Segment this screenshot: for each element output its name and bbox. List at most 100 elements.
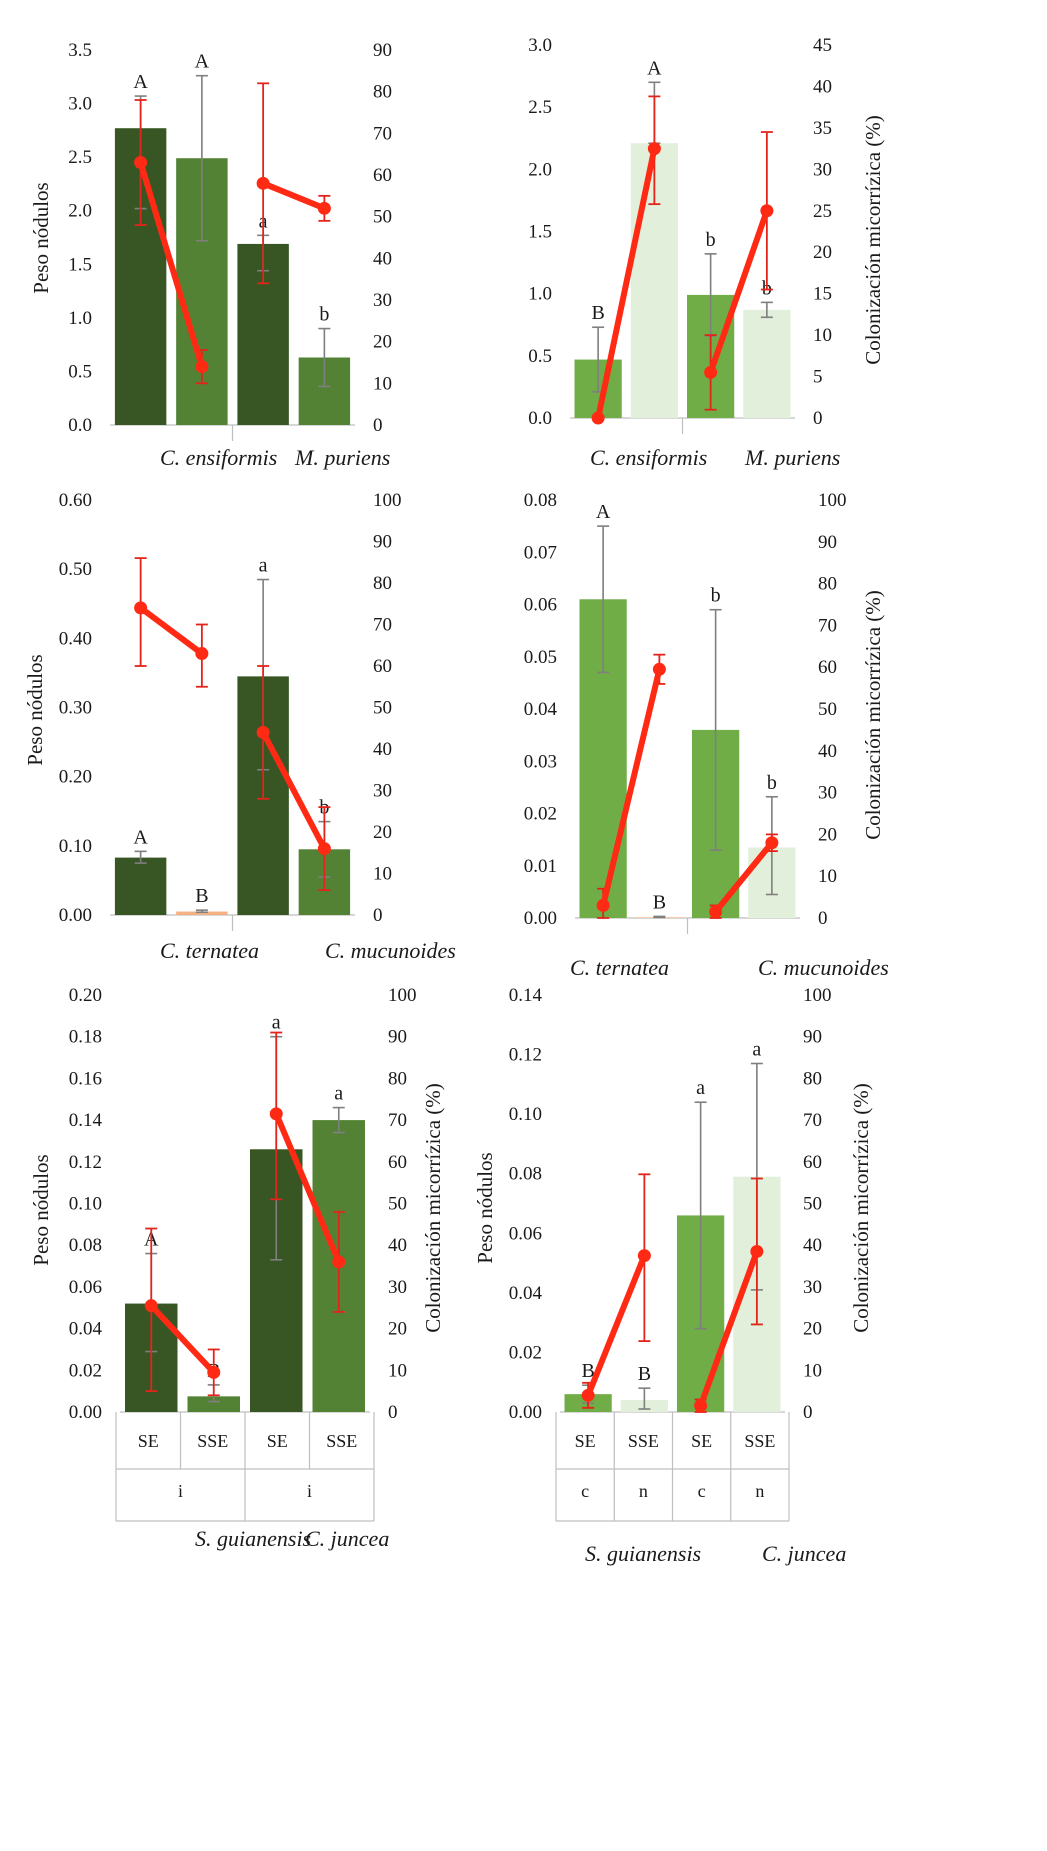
colonization-line xyxy=(697,1248,760,1409)
treatment-label: SE xyxy=(138,1431,159,1451)
y2-tick-label: 100 xyxy=(803,985,832,1006)
y-tick-label: 0.05 xyxy=(524,647,557,668)
y2-tick-label: 0 xyxy=(813,408,823,429)
colonization-point xyxy=(332,1255,346,1269)
colonization-line xyxy=(137,604,205,657)
y-tick-label: 1.0 xyxy=(68,308,92,329)
treatment-label: SSE xyxy=(326,1431,357,1451)
y-tick-label: 0.5 xyxy=(528,346,552,367)
y2-tick-label: 70 xyxy=(373,123,392,144)
y2-tick-label: 40 xyxy=(818,741,837,762)
y-tick-label: 2.0 xyxy=(528,159,552,180)
category-label: S. guianensis xyxy=(195,1526,311,1551)
colonization-line xyxy=(585,1252,648,1399)
significance-letter: b xyxy=(767,772,777,794)
colonization-line xyxy=(600,666,663,909)
y2-tick-label: 100 xyxy=(388,985,417,1006)
y2-tick-label: 80 xyxy=(373,82,392,103)
y2-tick-label: 90 xyxy=(388,1027,407,1048)
colonization-point xyxy=(207,1365,221,1379)
significance-letter: A xyxy=(596,501,611,523)
y2-tick-label: 30 xyxy=(373,781,392,802)
significance-letter: b xyxy=(706,229,716,251)
significance-letter: A xyxy=(647,57,662,79)
colonization-point xyxy=(709,905,723,919)
y-tick-label: 0.50 xyxy=(59,559,92,580)
y2-tick-label: 30 xyxy=(813,159,832,180)
colonization-point xyxy=(760,204,774,218)
colonization-point xyxy=(647,142,661,156)
y2-tick-label: 70 xyxy=(803,1110,822,1131)
y-axis-title: Peso nódulos xyxy=(473,1152,497,1263)
colonization-point xyxy=(596,898,610,912)
significance-letter: a xyxy=(334,1083,343,1105)
colonization-point xyxy=(765,836,779,850)
significance-letter: b xyxy=(319,304,329,326)
y2-tick-label: 0 xyxy=(373,415,383,436)
colonization-line xyxy=(273,1110,342,1265)
colonization-line xyxy=(260,729,328,852)
y2-tick-label: 20 xyxy=(818,824,837,845)
y2-tick-label: 80 xyxy=(803,1068,822,1089)
y2-tick-label: 80 xyxy=(373,573,392,594)
category-label: C. mucunoides xyxy=(758,955,889,980)
y2-axis-title: Colonización micorrízica (%) xyxy=(861,115,885,365)
y-tick-label: 0.12 xyxy=(69,1152,102,1173)
y2-tick-label: 50 xyxy=(818,699,837,720)
y-tick-label: 2.5 xyxy=(528,97,552,118)
colonization-line xyxy=(148,1302,217,1376)
significance-letter: B xyxy=(638,1363,651,1385)
bar xyxy=(743,309,791,418)
y2-tick-label: 15 xyxy=(813,284,832,305)
y2-tick-label: 10 xyxy=(373,373,392,394)
colonization-point xyxy=(652,662,666,676)
colonization-point xyxy=(256,176,270,190)
colonization-point xyxy=(581,1388,595,1402)
group-code-label: c xyxy=(581,1481,589,1501)
y-tick-label: 1.5 xyxy=(528,222,552,243)
y2-tick-label: 40 xyxy=(373,248,392,269)
y2-tick-label: 50 xyxy=(803,1194,822,1215)
y2-tick-label: 40 xyxy=(373,739,392,760)
group-code-label: i xyxy=(307,1481,312,1501)
y-tick-label: 0.04 xyxy=(69,1319,103,1340)
y-tick-label: 0.40 xyxy=(59,628,92,649)
y-tick-label: 0.18 xyxy=(69,1027,102,1048)
y2-tick-label: 50 xyxy=(373,207,392,228)
y-tick-label: 0.5 xyxy=(68,361,92,382)
y-tick-label: 0.06 xyxy=(69,1277,102,1298)
significance-letter: A xyxy=(133,71,148,93)
chart-panel-2: 0.0 0.5 1.0 1.5 2.0 2.5 3.0 0 5 10 15 20 25 30 35 40 45 C… xyxy=(528,35,885,470)
significance-letter: A xyxy=(133,826,148,848)
treatment-label: SE xyxy=(691,1431,712,1451)
colonization-line xyxy=(712,839,775,915)
treatment-label: SSE xyxy=(197,1431,228,1451)
y-tick-label: 0.00 xyxy=(69,1402,102,1423)
y-tick-label: 0.06 xyxy=(524,595,557,616)
bar xyxy=(176,911,228,915)
y-tick-label: 0.14 xyxy=(69,1110,103,1131)
category-label: M. puriens xyxy=(294,445,390,470)
treatment-label: SE xyxy=(267,1431,288,1451)
group-code-label: n xyxy=(755,1481,764,1501)
y2-tick-label: 50 xyxy=(373,698,392,719)
treatment-label: SSE xyxy=(744,1431,775,1451)
y2-tick-label: 30 xyxy=(373,290,392,311)
significance-letter: B xyxy=(591,302,604,324)
y2-tick-label: 80 xyxy=(388,1068,407,1089)
colonization-point xyxy=(694,1399,708,1413)
y-tick-label: 0.02 xyxy=(509,1342,542,1363)
significance-letter: a xyxy=(259,555,268,577)
y2-tick-label: 10 xyxy=(803,1360,822,1381)
y2-tick-label: 10 xyxy=(373,864,392,885)
treatment-label: SSE xyxy=(628,1431,659,1451)
y2-tick-label: 80 xyxy=(818,574,837,595)
y2-tick-label: 45 xyxy=(813,35,832,56)
y2-tick-label: 0 xyxy=(803,1402,813,1423)
colonization-point xyxy=(144,1299,158,1313)
y-tick-label: 0.30 xyxy=(59,698,92,719)
y-tick-label: 0.04 xyxy=(509,1283,543,1304)
category-label: C. juncea xyxy=(305,1526,389,1551)
y-tick-label: 3.0 xyxy=(68,94,92,115)
y-tick-label: 0.0 xyxy=(528,408,552,429)
